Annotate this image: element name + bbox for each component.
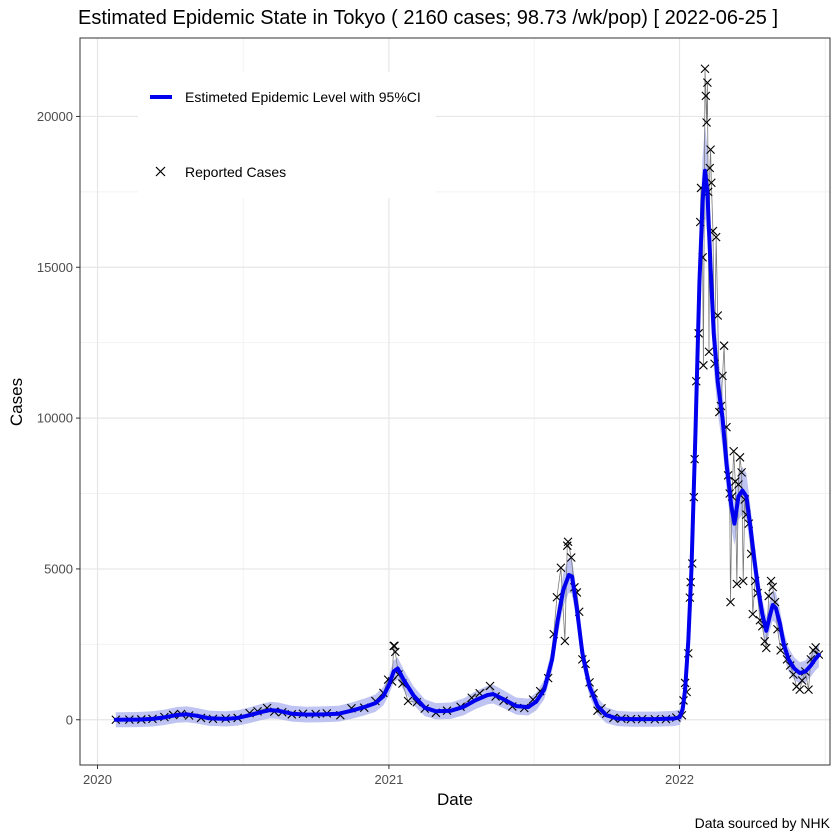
legend-label-estimate: Estimeted Epidemic Level with 95%CI [185,89,421,105]
x-tick-label: 2021 [374,772,403,787]
reported-case-point [766,576,776,586]
reported-case-point [797,676,807,685]
reported-case-point [704,347,714,357]
reported-case-point [705,163,715,173]
reported-case-point [702,118,711,127]
x-tick-label: 2022 [665,772,694,787]
reported-case-point [390,647,400,657]
y-tick-label: 15000 [37,260,73,275]
reported-case-point [737,468,747,477]
reported-case-point [738,576,748,586]
plot-panel-border [79,37,831,766]
legend-background [138,72,436,198]
y-tick-label: 5000 [44,561,73,576]
reported-case-point [700,64,710,74]
reported-case-point [713,311,723,320]
reported-case-point [389,641,399,651]
reported-case-point [726,597,735,607]
reported-case-point [566,553,576,562]
estimate-line-layer [113,168,821,722]
estimate-line [113,168,821,722]
reported-case-point [711,232,721,242]
reported-case-point [748,609,758,619]
reported-case-point [403,696,413,706]
reported-case-point [732,579,742,589]
reported-case-point [795,685,805,694]
x-axis-title: Date [437,790,473,809]
y-tick-label: 0 [66,712,73,727]
reported-case-point [804,685,813,694]
reported-case-point [811,642,821,652]
reported-case-point [719,341,729,351]
reported-case-point [563,537,573,547]
reported-case-point [760,636,770,646]
reported-case-point [768,582,778,592]
reported-case-point [485,681,495,691]
legend-key-reported-cross [155,166,166,177]
legend: Estimeted Epidemic Level with 95%CI Repo… [138,72,436,198]
reported-case-point [560,636,570,646]
reported-case-point [699,360,708,370]
reported-case-point [701,91,711,101]
reported-case-point [734,480,743,489]
reported-case-point [706,178,716,188]
legend-label-reported: Reported Cases [185,164,286,180]
y-axis-title: Cases [7,378,26,426]
reported-case-point [706,145,715,155]
data-source-caption: Data sourced by NHK [695,815,831,831]
reported-case-point [556,563,566,573]
x-tick-label: 2020 [83,772,112,787]
y-tick-label: 10000 [37,411,73,426]
reported-case-point [702,78,712,88]
axes: 0 5000 10000 15000 20000 2020 2021 2022 [37,109,694,787]
reported-case-point [718,371,727,381]
chart-title: Estimated Epidemic State in Tokyo ( 2160… [78,7,778,29]
reported-case-point [761,643,771,653]
reported-case-point [735,452,745,462]
y-tick-label: 20000 [37,109,73,124]
